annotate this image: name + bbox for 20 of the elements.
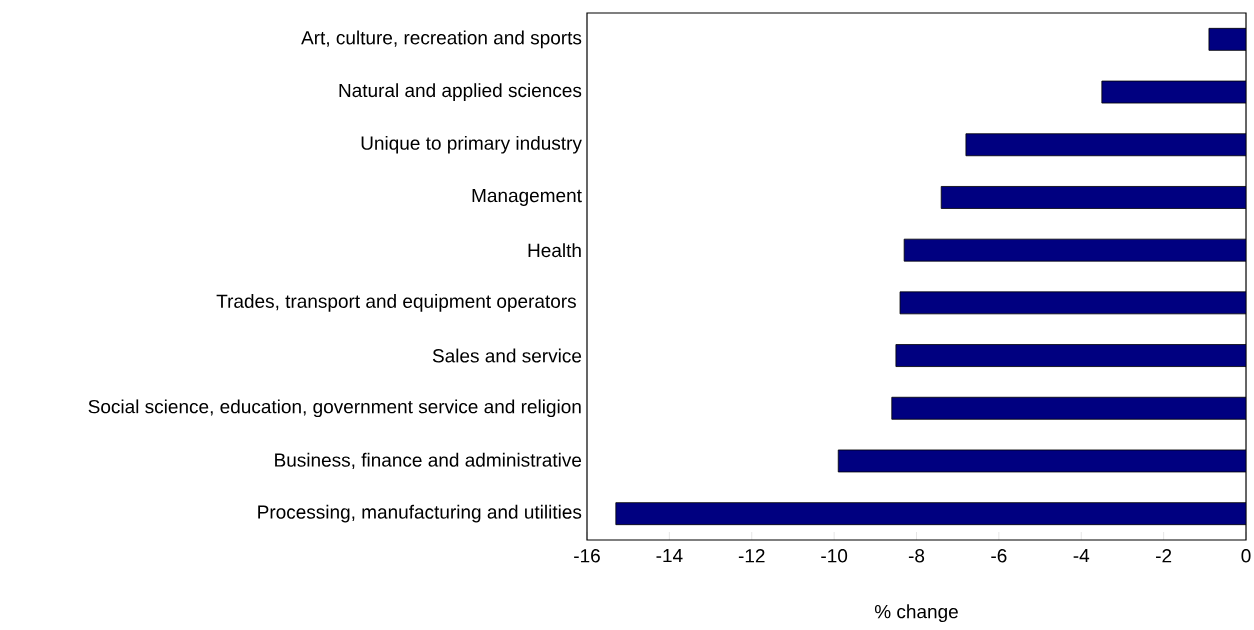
y-tick-label: Processing, manufacturing and utilities: [258, 504, 582, 523]
y-tick-label: Trades, transport and equipment operators: [216, 294, 576, 312]
x-tick-label: 0: [1241, 549, 1251, 563]
y-tick-label: Social science, education, government service and religion: [88, 399, 581, 418]
y-tick-label: Management: [472, 188, 582, 206]
y-tick-label: Natural and applied sciences: [339, 83, 582, 101]
y-tick-label: Health: [528, 243, 581, 258]
x-tick-label: -12: [738, 549, 765, 563]
x-tick-label: -10: [821, 549, 848, 563]
y-tick-label: Business, finance and administrative: [275, 452, 582, 470]
x-axis-title: % change: [874, 604, 958, 623]
x-tick-label: -16: [574, 549, 600, 563]
x-tick-label: -2: [1156, 549, 1172, 563]
x-tick-label: -4: [1073, 549, 1090, 563]
x-tick-label: -6: [991, 549, 1007, 563]
x-tick-label: -8: [908, 549, 925, 563]
y-tick-label: Art, culture, recreation and sports: [301, 30, 582, 49]
x-tick-label: -14: [656, 549, 683, 563]
y-tick-label: Unique to primary industry: [361, 135, 582, 154]
y-tick-label: Sales and service: [432, 348, 582, 363]
